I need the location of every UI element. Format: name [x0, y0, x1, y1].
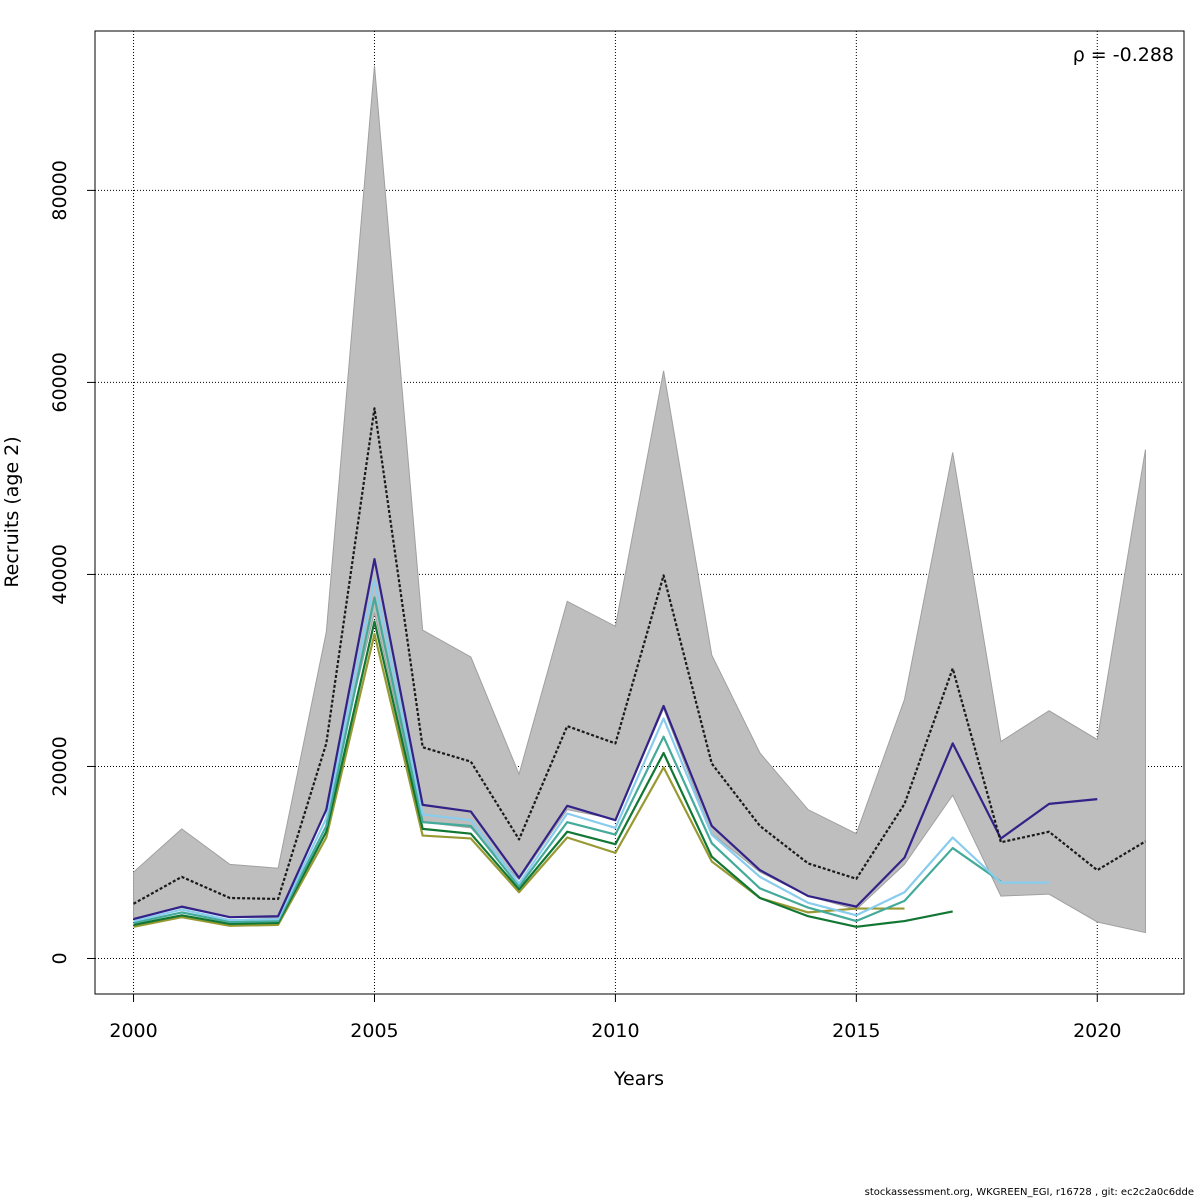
- series-line: [133, 407, 1147, 905]
- x-tick-label: 2005: [350, 1020, 398, 1042]
- footer-credit: stockassessment.org, WKGREEN_EGI, r16728…: [864, 1187, 1194, 1198]
- confidence-band: [133, 65, 1146, 934]
- y-axis: 0 20000 40000 60000 80000: [49, 160, 96, 965]
- y-tick-label: 20000: [49, 736, 71, 796]
- confidence-band-area: [133, 65, 1146, 934]
- series-line: [133, 557, 1098, 921]
- series-line: [133, 578, 1050, 923]
- x-axis: 2000 2005 2010 2015 2020: [109, 993, 1121, 1042]
- x-tick-label: 2015: [832, 1020, 880, 1042]
- x-axis-title: Years: [613, 1068, 664, 1090]
- y-tick-label: 0: [49, 952, 71, 964]
- x-tick-label: 2010: [591, 1020, 639, 1042]
- x-tick-label: 2000: [109, 1020, 157, 1042]
- series-line: [133, 632, 905, 928]
- y-tick-label: 60000: [49, 352, 71, 412]
- x-tick-label: 2020: [1073, 1020, 1121, 1042]
- series-lines: [133, 407, 1147, 928]
- y-axis-title: Recruits (age 2): [1, 436, 23, 587]
- y-tick-label: 40000: [49, 544, 71, 604]
- series-line: [133, 620, 953, 928]
- y-tick-label: 80000: [49, 160, 71, 220]
- series-line: [133, 596, 1002, 925]
- rho-annotation: ρ = -0.288: [1073, 44, 1174, 66]
